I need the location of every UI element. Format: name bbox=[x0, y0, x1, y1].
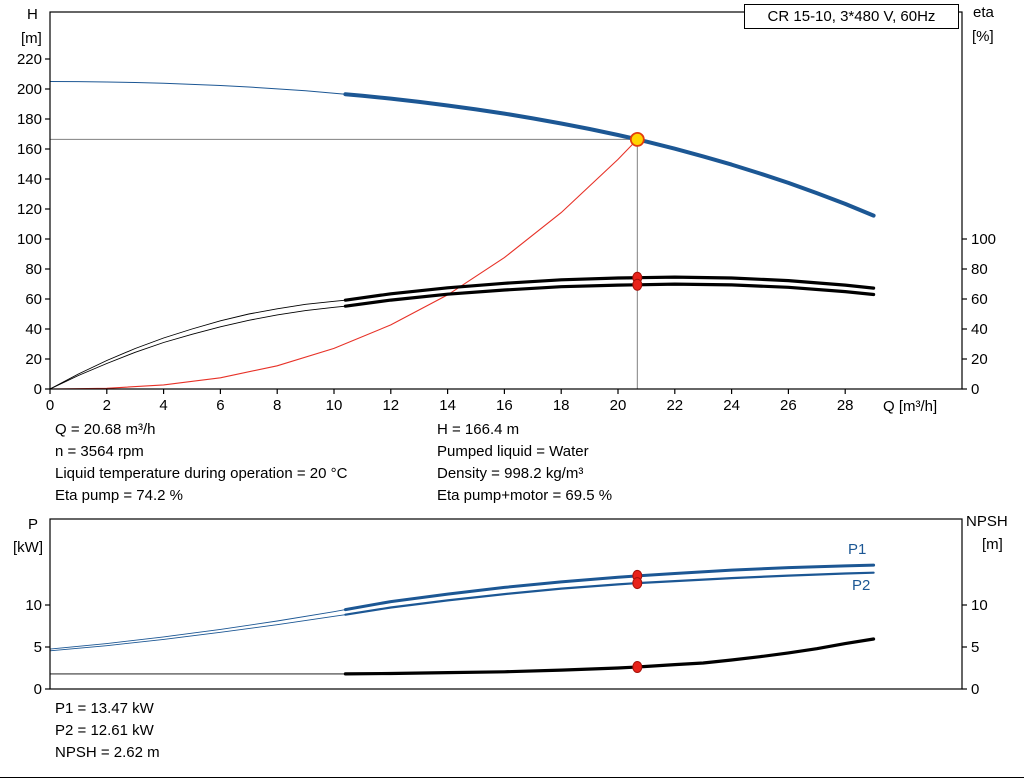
eta-axis-label: eta bbox=[973, 4, 994, 21]
x-tick-label: 28 bbox=[837, 397, 854, 414]
page-bottom-rule bbox=[0, 777, 1024, 778]
p-axis-label: P bbox=[28, 516, 39, 533]
result-eta-pump-motor: Eta pump+motor = 69.5 % bbox=[437, 487, 613, 504]
result-npsh: NPSH = 2.62 m bbox=[55, 744, 160, 761]
right-tick-label: 0 bbox=[971, 381, 979, 398]
left-tick-label: 180 bbox=[17, 111, 42, 128]
x-tick-label: 8 bbox=[273, 397, 281, 414]
p2-curve-thin-segment bbox=[49, 614, 346, 652]
left-tick-label: 0 bbox=[34, 381, 42, 398]
left-tick-label: 10 bbox=[25, 597, 42, 614]
result-liquid-temperature: Liquid temperature during operation = 20… bbox=[55, 465, 348, 482]
qh-eta-chart: 0204060801001201401601802002200204060801… bbox=[17, 11, 996, 414]
x-tick-label: 10 bbox=[326, 397, 343, 414]
eta-axis-unit: [%] bbox=[972, 28, 994, 45]
p1-curve bbox=[343, 563, 876, 612]
right-tick-label: 40 bbox=[971, 321, 988, 338]
left-tick-label: 140 bbox=[17, 171, 42, 188]
result-head: H = 166.4 m bbox=[437, 421, 520, 438]
npsh-axis-unit: [m] bbox=[982, 536, 1003, 553]
left-tick-label: 80 bbox=[25, 261, 42, 278]
qh-eta-chart-frame bbox=[49, 11, 963, 390]
system-curve bbox=[49, 139, 638, 390]
qh-eta-chart-plot-area[interactable] bbox=[50, 12, 962, 389]
result-p1: P1 = 13.47 kW bbox=[55, 700, 154, 717]
eta-pump-motor-curve-thin-segment bbox=[49, 305, 346, 390]
result-flow: Q = 20.68 m³/h bbox=[55, 421, 156, 438]
result-density: Density = 998.2 kg/m³ bbox=[437, 465, 584, 482]
x-tick-label: 14 bbox=[439, 397, 456, 414]
eta-pump-curve bbox=[343, 275, 876, 302]
p1-curve-thin-segment bbox=[49, 609, 346, 650]
right-tick-label: 80 bbox=[971, 261, 988, 278]
left-tick-label: 40 bbox=[25, 321, 42, 338]
x-tick-label: 26 bbox=[780, 397, 797, 414]
q-axis-label: Q [m³/h] bbox=[883, 398, 938, 415]
left-tick-label: 5 bbox=[34, 639, 42, 656]
x-tick-label: 18 bbox=[553, 397, 570, 414]
result-p2: P2 = 12.61 kW bbox=[55, 722, 154, 739]
p2-curve-label: P2 bbox=[852, 577, 871, 594]
left-tick-label: 120 bbox=[17, 201, 42, 218]
eta-pump-motor-curve bbox=[343, 282, 876, 308]
result-speed: n = 3564 rpm bbox=[55, 443, 144, 460]
duty-point-marker bbox=[632, 577, 643, 590]
right-tick-label: 0 bbox=[971, 681, 979, 698]
x-tick-label: 4 bbox=[159, 397, 167, 414]
x-tick-label: 2 bbox=[103, 397, 111, 414]
right-tick-label: 100 bbox=[971, 231, 996, 248]
operating-point-marker[interactable] bbox=[629, 131, 645, 147]
left-tick-label: 0 bbox=[34, 681, 42, 698]
right-tick-label: 60 bbox=[971, 291, 988, 308]
left-tick-label: 20 bbox=[25, 351, 42, 368]
npsh-curve bbox=[343, 637, 876, 676]
x-tick-label: 24 bbox=[723, 397, 740, 414]
right-tick-label: 5 bbox=[971, 639, 979, 656]
x-tick-label: 22 bbox=[666, 397, 683, 414]
right-tick-label: 10 bbox=[971, 597, 988, 614]
left-tick-label: 200 bbox=[17, 81, 42, 98]
eta-pump-curve-thin-segment bbox=[49, 299, 346, 390]
power-npsh-chart: 0 5 10 0 5 10 bbox=[25, 518, 988, 698]
duty-point-marker bbox=[632, 278, 643, 291]
pump-model-box: CR 15-10, 3*480 V, 60Hz bbox=[744, 4, 959, 29]
x-tick-label: 0 bbox=[46, 397, 54, 414]
left-tick-label: 100 bbox=[17, 231, 42, 248]
h-axis-unit: [m] bbox=[21, 30, 42, 47]
x-tick-label: 12 bbox=[382, 397, 399, 414]
x-tick-label: 6 bbox=[216, 397, 224, 414]
p-axis-unit: [kW] bbox=[13, 539, 43, 556]
p2-curve bbox=[344, 571, 875, 616]
right-tick-label: 20 bbox=[971, 351, 988, 368]
result-eta-pump: Eta pump = 74.2 % bbox=[55, 487, 183, 504]
duty-point-marker bbox=[632, 660, 643, 673]
power-npsh-chart-frame bbox=[49, 518, 963, 690]
p1-curve-label: P1 bbox=[848, 541, 867, 558]
left-tick-label: 160 bbox=[17, 141, 42, 158]
head-curve bbox=[343, 92, 876, 218]
x-tick-label: 20 bbox=[610, 397, 627, 414]
power-npsh-chart-plot-area[interactable] bbox=[50, 519, 962, 689]
left-tick-label: 60 bbox=[25, 291, 42, 308]
h-axis-label: H bbox=[27, 6, 38, 23]
result-pumped-liquid: Pumped liquid = Water bbox=[437, 443, 589, 460]
head-curve-thin-segment bbox=[49, 81, 346, 95]
x-tick-label: 16 bbox=[496, 397, 513, 414]
left-tick-label: 220 bbox=[17, 51, 42, 68]
npsh-axis-label: NPSH bbox=[966, 513, 1008, 530]
